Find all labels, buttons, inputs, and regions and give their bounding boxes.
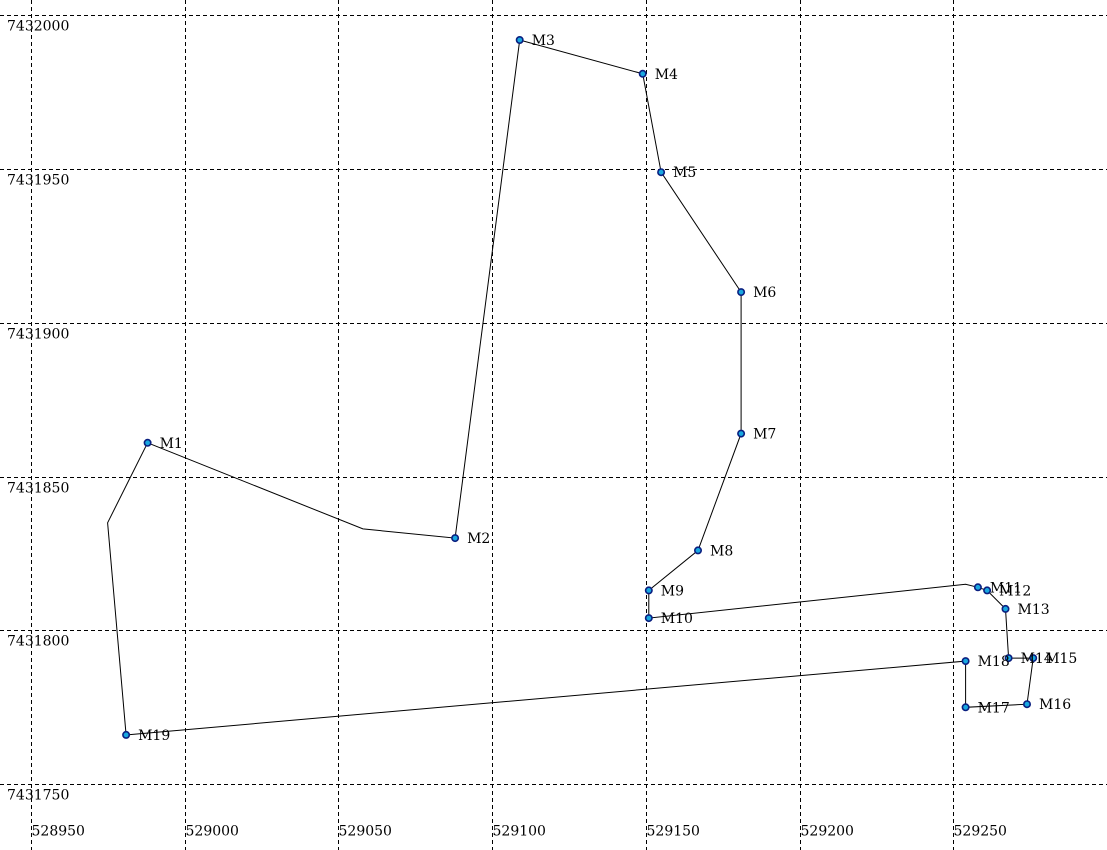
y-tick-label: 7432000 [7,19,69,35]
point-label-m12: M12 [999,583,1031,599]
point-marker-m19 [122,730,131,739]
point-marker-m10 [644,614,653,623]
point-label-m8: M8 [710,543,733,559]
point-label-m5: M5 [673,165,696,181]
x-tick-label: 529050 [339,823,392,839]
point-label-m3: M3 [532,33,555,49]
y-tick-label: 7431950 [7,173,69,189]
point-marker-m6 [737,288,746,297]
point-label-m9: M9 [661,583,684,599]
point-label-m14: M14 [1021,651,1053,667]
x-tick-label: 529250 [954,823,1007,839]
point-marker-m5 [657,168,666,177]
y-tick-label: 7431800 [7,634,69,650]
point-marker-m4 [638,69,647,78]
point-marker-m7 [737,429,746,438]
point-marker-m14 [1004,654,1013,663]
x-tick-label: 529150 [647,823,700,839]
point-label-m15: M15 [1045,651,1077,667]
x-tick-label: 529200 [801,823,854,839]
point-label-m1: M1 [160,436,183,452]
point-marker-m2 [451,534,460,543]
boundary-points [122,35,1038,739]
tick-labels: 528950 529000 529050 529100 529150 529200 5292… [7,19,1007,840]
x-tick-label: 529000 [186,823,239,839]
point-label-m16: M16 [1039,697,1071,713]
point-marker-m17 [961,703,970,712]
point-marker-m1 [143,438,152,447]
point-marker-m16 [1022,700,1031,709]
point-label-m6: M6 [753,285,776,301]
y-tick-label: 7431750 [7,788,69,804]
x-tick-label: 528950 [32,823,85,839]
y-tick-label: 7431850 [7,481,69,497]
point-marker-m8 [693,546,702,555]
point-label-m17: M17 [978,700,1010,716]
point-label-m19: M19 [138,728,170,744]
point-label-m4: M4 [655,67,678,83]
point-marker-m13 [1001,604,1010,613]
point-marker-m18 [961,657,970,666]
point-marker-m15 [1029,654,1038,663]
point-label-m13: M13 [1018,602,1050,618]
boundary-line [107,39,1034,736]
point-label-m11: M11 [990,580,1022,596]
point-marker-m9 [644,586,653,595]
point-label-m18: M18 [978,654,1010,670]
y-tick-label: 7431900 [7,327,69,343]
point-label-m7: M7 [753,427,776,443]
x-tick-label: 529100 [493,823,546,839]
point-marker-m12 [983,586,992,595]
point-marker-m11 [973,583,982,592]
point-label-m2: M2 [467,531,490,547]
point-marker-m3 [515,35,524,44]
point-label-m10: M10 [661,611,693,627]
boundary-path [107,39,1034,736]
